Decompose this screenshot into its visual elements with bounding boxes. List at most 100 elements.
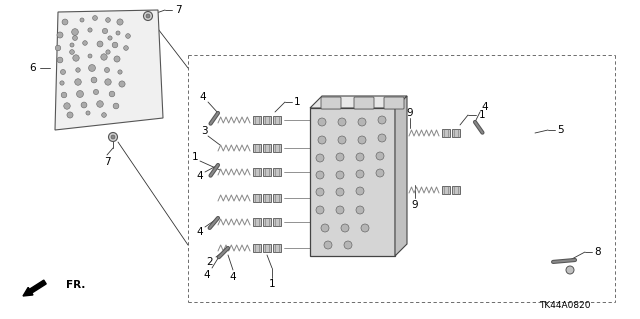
Circle shape — [321, 224, 329, 232]
Bar — [253, 144, 261, 152]
Circle shape — [143, 11, 152, 20]
Text: 4: 4 — [230, 272, 236, 282]
Circle shape — [108, 36, 112, 40]
Circle shape — [102, 113, 106, 117]
Circle shape — [104, 68, 109, 72]
Circle shape — [76, 68, 80, 72]
Circle shape — [97, 41, 103, 47]
Circle shape — [93, 89, 99, 94]
Circle shape — [77, 91, 83, 98]
Circle shape — [88, 54, 92, 58]
Circle shape — [318, 118, 326, 126]
Circle shape — [109, 132, 118, 142]
Circle shape — [341, 224, 349, 232]
Bar — [442, 186, 450, 194]
Circle shape — [358, 136, 366, 144]
Bar — [273, 194, 281, 202]
FancyBboxPatch shape — [321, 97, 341, 109]
Circle shape — [117, 19, 123, 25]
Circle shape — [91, 77, 97, 83]
Bar — [263, 168, 271, 176]
FancyBboxPatch shape — [384, 97, 404, 109]
Circle shape — [336, 188, 344, 196]
Circle shape — [316, 188, 324, 196]
Bar — [273, 144, 281, 152]
Text: 9: 9 — [412, 200, 419, 210]
Bar — [263, 218, 271, 226]
Circle shape — [109, 91, 115, 97]
Circle shape — [356, 170, 364, 178]
Text: TK44A0820: TK44A0820 — [540, 300, 591, 309]
Circle shape — [344, 241, 352, 249]
Circle shape — [64, 103, 70, 109]
Circle shape — [356, 153, 364, 161]
Text: 8: 8 — [595, 247, 602, 257]
Circle shape — [356, 206, 364, 214]
Circle shape — [114, 56, 120, 62]
Circle shape — [70, 43, 74, 47]
Circle shape — [112, 42, 118, 48]
Text: FR.: FR. — [66, 280, 85, 290]
Bar — [263, 194, 271, 202]
Bar — [310, 108, 395, 256]
Text: 1: 1 — [192, 152, 198, 162]
Circle shape — [102, 28, 108, 33]
Bar — [253, 194, 261, 202]
Circle shape — [100, 54, 108, 60]
Circle shape — [80, 18, 84, 22]
Text: 6: 6 — [29, 63, 36, 73]
Circle shape — [324, 241, 332, 249]
Circle shape — [106, 18, 110, 22]
Circle shape — [338, 118, 346, 126]
Text: 9: 9 — [406, 108, 413, 118]
Bar — [253, 244, 261, 252]
Circle shape — [376, 169, 384, 177]
Text: 4: 4 — [196, 171, 204, 181]
Circle shape — [60, 81, 64, 85]
FancyBboxPatch shape — [354, 97, 374, 109]
Bar — [273, 218, 281, 226]
Polygon shape — [395, 96, 407, 256]
Text: 5: 5 — [557, 125, 564, 135]
Circle shape — [70, 50, 74, 54]
Circle shape — [61, 70, 65, 75]
Circle shape — [93, 16, 97, 20]
Circle shape — [57, 32, 63, 38]
Bar — [263, 144, 271, 152]
Circle shape — [75, 79, 81, 85]
Circle shape — [116, 31, 120, 35]
Circle shape — [338, 136, 346, 144]
Text: 4: 4 — [200, 92, 206, 102]
Circle shape — [378, 134, 386, 142]
Text: 2: 2 — [207, 257, 213, 267]
Circle shape — [356, 187, 364, 195]
FancyArrow shape — [23, 280, 46, 296]
Polygon shape — [55, 10, 163, 130]
Circle shape — [97, 101, 103, 107]
Circle shape — [86, 111, 90, 115]
Circle shape — [125, 34, 131, 38]
Circle shape — [361, 224, 369, 232]
Circle shape — [316, 154, 324, 162]
Bar — [452, 186, 460, 194]
Bar — [273, 116, 281, 124]
Circle shape — [113, 103, 119, 109]
Circle shape — [358, 118, 366, 126]
Bar — [253, 168, 261, 176]
Bar — [253, 116, 261, 124]
Circle shape — [378, 116, 386, 124]
Circle shape — [105, 79, 111, 85]
Polygon shape — [310, 96, 407, 108]
Circle shape — [146, 14, 150, 18]
Bar — [273, 244, 281, 252]
Text: 1: 1 — [479, 110, 485, 120]
Circle shape — [83, 41, 87, 45]
Text: 4: 4 — [204, 270, 211, 280]
Circle shape — [67, 112, 73, 118]
Text: 4: 4 — [196, 227, 204, 237]
Bar — [263, 244, 271, 252]
Circle shape — [57, 57, 63, 63]
Bar — [452, 129, 460, 137]
Circle shape — [61, 92, 67, 98]
Circle shape — [72, 35, 77, 41]
